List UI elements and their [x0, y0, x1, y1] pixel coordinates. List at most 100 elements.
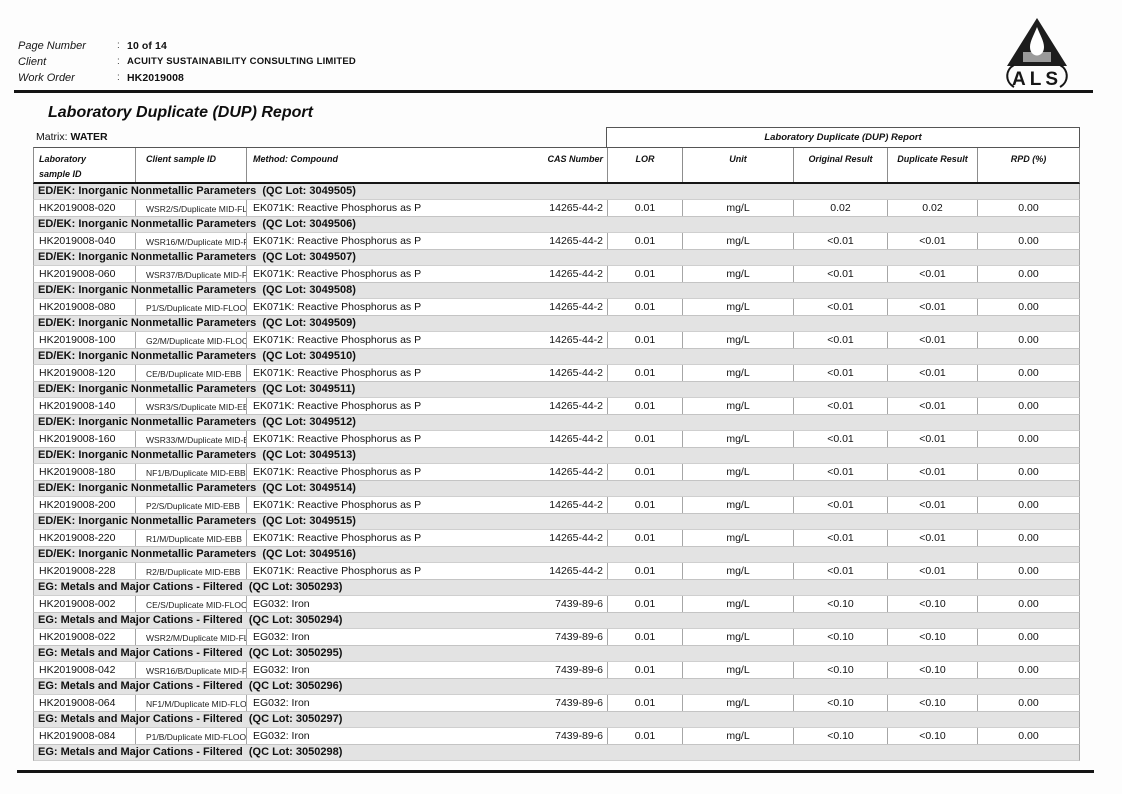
rpd-cell: 0.00	[1018, 466, 1039, 478]
duplicate-result-cell: <0.01	[888, 266, 978, 282]
method-compound-cell: EG032: Iron 7439-89-6	[247, 728, 608, 744]
span-header-row: Laboratory Duplicate (DUP) Report	[33, 127, 1080, 147]
table-row: HK2019008-022 WSR2/M/Duplicate MID-FLOOD…	[33, 629, 1080, 646]
method-compound-text: EK071K: Reactive Phosphorus as P	[253, 466, 422, 478]
work-order-value: HK2019008	[127, 72, 184, 84]
lor-cell: 0.01	[608, 299, 683, 315]
cas-number-text: 7439-89-6	[555, 598, 603, 610]
client-sample-id-cell: R2/B/Duplicate MID-EBB	[136, 563, 247, 579]
method-compound-text: EK071K: Reactive Phosphorus as P	[253, 301, 422, 313]
cas-number-text: 14265-44-2	[549, 235, 603, 247]
qc-section-header: ED/EK: Inorganic Nonmetallic Parameters …	[33, 514, 1080, 530]
column-header-row: Laboratory sample ID Client sample ID Me…	[33, 147, 1080, 184]
col-header-cas-number: CAS Number	[547, 154, 603, 164]
method-compound-cell: EG032: Iron 7439-89-6	[247, 596, 608, 612]
lab-sample-id-cell: HK2019008-060	[34, 266, 136, 282]
qc-section-header: ED/EK: Inorganic Nonmetallic Parameters …	[33, 481, 1080, 497]
qc-section-header: EG: Metals and Major Cations - Filtered …	[33, 580, 1080, 596]
unit-cell: mg/L	[683, 365, 794, 381]
qc-section: EG: Metals and Major Cations - Filtered …	[33, 679, 1080, 712]
rpd-cell: 0.00	[1018, 268, 1039, 280]
lab-sample-id-cell: HK2019008-160	[34, 431, 136, 447]
qc-section-header: ED/EK: Inorganic Nonmetallic Parameters …	[33, 547, 1080, 563]
client-sample-id-cell: P1/B/Duplicate MID-FLOOD	[136, 728, 247, 744]
als-logo-icon: ALS	[1006, 18, 1068, 90]
unit-cell: mg/L	[683, 464, 794, 480]
col-header-client-sample-id: Client sample ID	[136, 148, 247, 182]
method-compound-cell: EK071K: Reactive Phosphorus as P 14265-4…	[247, 299, 608, 315]
original-result-cell: <0.10	[794, 695, 888, 711]
qc-section-header: ED/EK: Inorganic Nonmetallic Parameters …	[33, 382, 1080, 398]
lor-cell: 0.01	[608, 464, 683, 480]
rpd-cell: 0.00	[1018, 301, 1039, 313]
qc-section-header: EG: Metals and Major Cations - Filtered …	[33, 646, 1080, 662]
unit-cell: mg/L	[683, 266, 794, 282]
als-logo: ALS	[982, 8, 1086, 92]
duplicate-result-cell: <0.01	[888, 497, 978, 513]
cas-number-text: 7439-89-6	[555, 697, 603, 709]
method-compound-text: EG032: Iron	[253, 664, 310, 676]
lab-sample-id-cell: HK2019008-042	[34, 662, 136, 678]
lab-sample-id-cell: HK2019008-100	[34, 332, 136, 348]
lab-sample-id-cell: HK2019008-064	[34, 695, 136, 711]
client-sample-id-cell: P2/S/Duplicate MID-EBB	[136, 497, 247, 513]
lab-sample-id-cell: HK2019008-022	[34, 629, 136, 645]
table-row: HK2019008-220 R1/M/Duplicate MID-EBB EK0…	[33, 530, 1080, 547]
lor-cell: 0.01	[608, 695, 683, 711]
duplicate-result-cell: <0.10	[888, 728, 978, 744]
lor-cell: 0.01	[608, 530, 683, 546]
table-row: HK2019008-064 NF1/M/Duplicate MID-FLOOD …	[33, 695, 1080, 712]
unit-cell: mg/L	[683, 728, 794, 744]
meta-row-work-order: Work Order : HK2019008	[18, 70, 356, 86]
lor-cell: 0.01	[608, 398, 683, 414]
method-compound-text: EG032: Iron	[253, 697, 310, 709]
original-result-cell: <0.01	[794, 530, 888, 546]
client-sample-id-cell: R1/M/Duplicate MID-EBB	[136, 530, 247, 546]
method-compound-cell: EG032: Iron 7439-89-6	[247, 695, 608, 711]
lor-cell: 0.01	[608, 266, 683, 282]
method-compound-cell: EK071K: Reactive Phosphorus as P 14265-4…	[247, 563, 608, 579]
qc-section: ED/EK: Inorganic Nonmetallic Parameters …	[33, 217, 1080, 250]
method-compound-cell: EK071K: Reactive Phosphorus as P 14265-4…	[247, 431, 608, 447]
unit-cell: mg/L	[683, 398, 794, 414]
qc-sections: ED/EK: Inorganic Nonmetallic Parameters …	[33, 184, 1080, 761]
meta-label: Page Number	[18, 40, 86, 52]
lor-cell: 0.01	[608, 332, 683, 348]
client-sample-id-cell: CE/B/Duplicate MID-EBB	[136, 365, 247, 381]
lab-sample-id-cell: HK2019008-220	[34, 530, 136, 546]
method-compound-text: EK071K: Reactive Phosphorus as P	[253, 499, 422, 511]
table-row: HK2019008-002 CE/S/Duplicate MID-FLOOD E…	[33, 596, 1080, 613]
original-result-cell: <0.01	[794, 233, 888, 249]
cas-number-text: 7439-89-6	[555, 730, 603, 742]
table-row: HK2019008-100 G2/M/Duplicate MID-FLOOD E…	[33, 332, 1080, 349]
method-compound-text: EK071K: Reactive Phosphorus as P	[253, 565, 422, 577]
matrix-line: Matrix: WATER	[36, 131, 108, 143]
cas-number-text: 7439-89-6	[555, 664, 603, 676]
table-row: HK2019008-080 P1/S/Duplicate MID-FLOOD E…	[33, 299, 1080, 316]
qc-section-header: ED/EK: Inorganic Nonmetallic Parameters …	[33, 283, 1080, 299]
table-row: HK2019008-042 WSR16/B/Duplicate MID-FLOO…	[33, 662, 1080, 679]
method-compound-text: EG032: Iron	[253, 730, 310, 742]
original-result-cell: <0.01	[794, 398, 888, 414]
duplicate-result-cell: <0.01	[888, 233, 978, 249]
rpd-cell: 0.00	[1018, 631, 1039, 643]
qc-section: EG: Metals and Major Cations - Filtered …	[33, 613, 1080, 646]
span-header-title: Laboratory Duplicate (DUP) Report	[606, 127, 1080, 147]
duplicate-result-cell: <0.01	[888, 299, 978, 315]
meta-label: Work Order	[18, 72, 75, 84]
original-result-cell: <0.01	[794, 563, 888, 579]
qc-section-header: ED/EK: Inorganic Nonmetallic Parameters …	[33, 316, 1080, 332]
lor-cell: 0.01	[608, 233, 683, 249]
duplicate-result-cell: <0.10	[888, 596, 978, 612]
client-sample-id-cell: WSR33/M/Duplicate MID-EBB	[136, 431, 247, 447]
original-result-cell: <0.01	[794, 266, 888, 282]
col-header-unit: Unit	[683, 148, 794, 182]
qc-section: EG: Metals and Major Cations - Filtered …	[33, 646, 1080, 679]
cas-number-text: 14265-44-2	[549, 433, 603, 445]
original-result-cell: <0.10	[794, 629, 888, 645]
unit-cell: mg/L	[683, 431, 794, 447]
cas-number-text: 7439-89-6	[555, 631, 603, 643]
method-compound-cell: EK071K: Reactive Phosphorus as P 14265-4…	[247, 398, 608, 414]
qc-section-header: EG: Metals and Major Cations - Filtered …	[33, 613, 1080, 629]
table-row: HK2019008-160 WSR33/M/Duplicate MID-EBB …	[33, 431, 1080, 448]
